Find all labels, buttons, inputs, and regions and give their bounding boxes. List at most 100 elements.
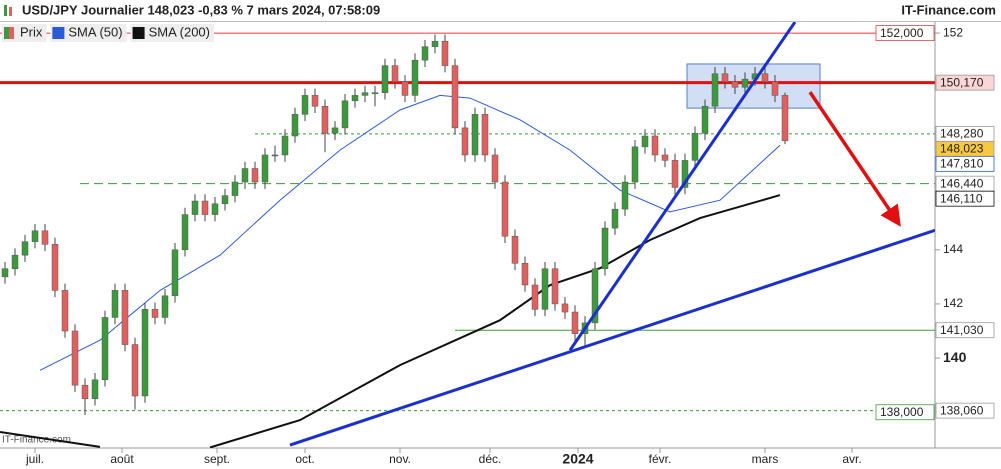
candle-body	[261, 154, 269, 183]
x-tick-label: mars	[752, 452, 779, 466]
candle-body	[151, 309, 159, 318]
x-tick-label: déc.	[479, 452, 502, 466]
header-icon	[4, 5, 12, 16]
candle-body	[721, 73, 729, 83]
x-tick-label: oct.	[295, 452, 314, 466]
candle-body	[321, 105, 329, 134]
candle-body	[651, 135, 659, 156]
price-label-box	[875, 404, 935, 421]
candle-body	[711, 73, 719, 107]
x-tick-label: nov.	[389, 452, 411, 466]
candle-body	[691, 133, 699, 161]
price-label-box	[935, 322, 995, 339]
x-tick-label: août	[110, 452, 134, 466]
legend-swatch	[4, 27, 9, 39]
zone	[686, 63, 821, 109]
source: IT-Finance.com	[901, 2, 996, 17]
legend: Prix SMA (50) SMA (200)	[2, 24, 214, 42]
price-label: 147,810	[940, 157, 984, 171]
candle-body	[611, 208, 619, 229]
candle-body	[61, 290, 69, 332]
candle-body	[481, 114, 489, 156]
candle-body	[161, 295, 169, 318]
price-label: 146,440	[940, 176, 984, 190]
candle-body	[21, 241, 29, 256]
candle-body	[591, 268, 599, 324]
y-tick-label: 152	[943, 25, 963, 39]
candle-body	[211, 203, 219, 215]
candle-body	[561, 303, 569, 313]
price-label: 138,060	[940, 403, 984, 417]
candle-body	[461, 127, 469, 156]
legend-swatch	[9, 27, 14, 39]
candle-body	[201, 200, 209, 215]
candle-body	[51, 244, 59, 291]
candle-body	[521, 263, 529, 286]
candle-body	[301, 95, 309, 115]
y-tick-label: 140	[943, 349, 967, 365]
candle-body	[551, 268, 559, 305]
price-axis-panel	[935, 22, 1001, 448]
candle-body	[571, 311, 579, 334]
candle-body	[101, 317, 109, 381]
x-tick-label: juil.	[25, 452, 44, 466]
candle-body	[11, 254, 19, 269]
candle-body	[241, 168, 249, 183]
candle-body	[91, 379, 99, 399]
price-label: 146,110	[940, 191, 983, 205]
sma-line	[0, 431, 101, 448]
x-tick-label: avr.	[842, 452, 861, 466]
candle-body	[451, 65, 459, 129]
candle-body	[131, 344, 139, 397]
candle-body	[671, 160, 679, 188]
candle-body	[271, 154, 279, 157]
x-tick-label: 2024	[562, 451, 593, 467]
price-label: 141,030	[940, 323, 984, 337]
legend-bg	[130, 24, 214, 42]
arrow	[808, 91, 901, 227]
candle-body	[761, 73, 769, 83]
trendline	[289, 228, 935, 447]
candle-body	[311, 95, 319, 107]
candle-body	[41, 230, 49, 245]
candle-body	[701, 105, 709, 134]
x-tick-label: sept.	[204, 452, 230, 466]
candle-body	[121, 290, 129, 345]
candle-body	[731, 81, 739, 88]
candle-body	[641, 135, 649, 148]
legend-label: Prix	[20, 24, 43, 39]
candle-body	[251, 168, 259, 183]
price-label: 150,170	[940, 75, 984, 89]
candle-body	[371, 92, 379, 94]
candle-body	[431, 40, 439, 47]
candle-body	[541, 268, 549, 310]
candle-body	[31, 230, 39, 242]
legend-label: SMA (50)	[68, 24, 122, 39]
x-tick-label: févr.	[649, 452, 672, 466]
candle-body	[601, 227, 609, 269]
price-label-box	[935, 402, 995, 419]
y-tick-label: 142	[943, 296, 963, 310]
candle-body	[781, 95, 789, 142]
trendline	[568, 22, 797, 352]
plot-area	[0, 22, 935, 448]
price-label: 148,280	[940, 127, 984, 141]
candle-body	[331, 127, 339, 134]
candle-body	[501, 181, 509, 237]
candle-body	[771, 81, 779, 96]
legend-swatch	[52, 27, 65, 39]
candle-body	[141, 309, 149, 397]
candle-body	[191, 200, 199, 215]
candle-body	[421, 46, 429, 61]
candle-body	[291, 114, 299, 137]
candle-body	[181, 214, 189, 251]
candle-body	[381, 65, 389, 93]
price-label-box	[935, 74, 995, 91]
candle-body	[171, 249, 179, 297]
candle-body	[531, 284, 539, 310]
candle-body	[111, 290, 119, 318]
price-label: 148,023	[940, 142, 984, 156]
candle-body	[81, 384, 89, 399]
legend-swatch	[132, 27, 145, 39]
